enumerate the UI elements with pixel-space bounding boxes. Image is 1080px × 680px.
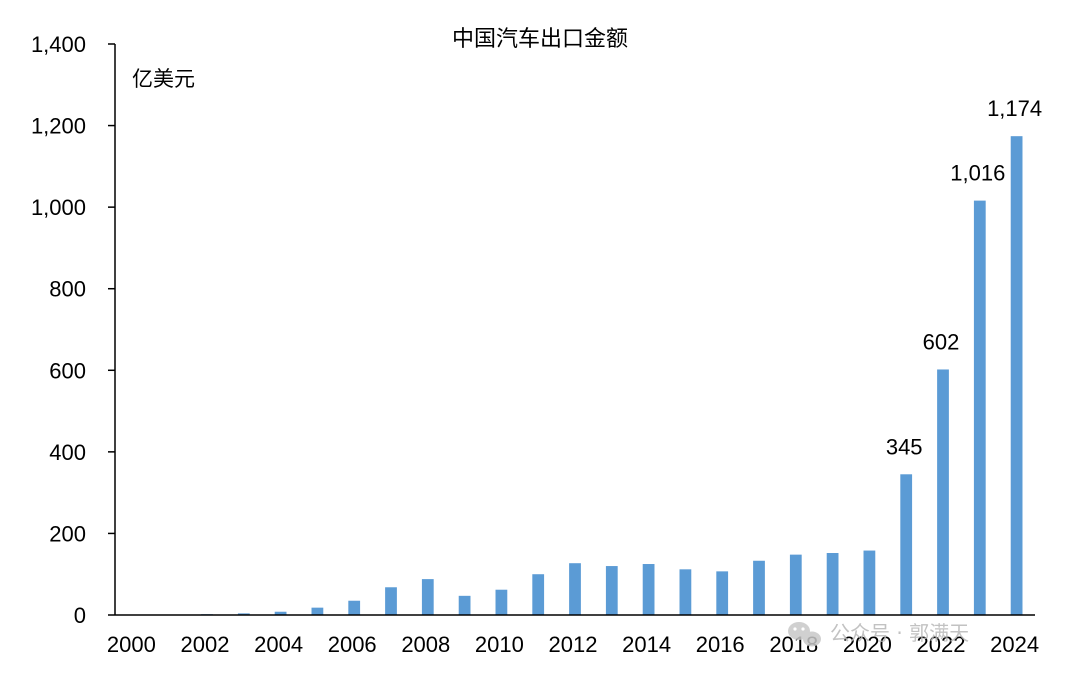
x-tick-label: 2000 [107,632,156,657]
x-tick-label: 2002 [181,632,230,657]
y-tick-label: 600 [49,358,86,383]
bar-2004 [274,611,287,615]
bar-2017 [753,560,765,615]
y-tick-label: 200 [49,521,86,546]
data-label-2023: 1,016 [950,161,1005,186]
x-tick-label: 2022 [917,632,966,657]
bar-2016 [716,571,729,615]
bar-2012 [569,563,581,615]
y-tick-label: 1,200 [31,114,86,139]
x-tick-label: 2016 [696,632,745,657]
bar-2010 [495,589,508,615]
x-tick-label: 2008 [401,632,450,657]
bar-2011 [532,574,545,615]
bar-2008 [421,579,434,615]
bar-2005 [311,607,324,615]
bar-2015 [679,569,692,615]
bar-2009 [458,595,471,615]
y-tick-label: 800 [49,277,86,302]
bar-2022 [937,369,949,615]
bar-2018 [789,554,802,615]
x-tick-label: 2006 [328,632,377,657]
bar-2003 [237,613,250,615]
x-tick-label: 2010 [475,632,524,657]
chart-title: 中国汽车出口金额 [452,27,628,52]
data-labels: 345 602 1,016 1,174 [886,96,1042,459]
x-axis-ticks: 2000 2002 2004 2006 2008 2010 2012 2014 2016 2018… [107,632,1039,657]
bar-2006 [348,600,361,615]
wechat-icon [788,622,821,647]
bar-2021 [900,474,913,615]
y-axis-ticks: 0 200 400 600 800 1,000 1,200 1,400 [31,32,115,628]
y-tick-label: 1,000 [31,195,86,220]
y-tick-label: 400 [49,440,86,465]
y-tick-label: 1,400 [31,32,86,57]
x-tick-label: 2020 [843,632,892,657]
x-tick-label: 2012 [549,632,598,657]
watermark: 公众号 · 郭满天 [788,621,969,647]
bar-2020 [863,550,876,615]
bar-2013 [605,566,618,615]
x-tick-label: 2024 [990,632,1039,657]
bars [127,136,1023,616]
data-label-2021: 345 [886,434,923,459]
x-tick-label: 2014 [622,632,671,657]
bar-2019 [826,553,839,615]
watermark-text: 公众号 · 郭满天 [830,621,969,645]
bar-2007 [385,587,397,615]
data-label-2022: 602 [923,329,960,354]
bar-2023 [973,200,986,616]
x-tick-label: 2004 [254,632,303,657]
data-label-2024: 1,174 [987,96,1042,121]
unit-label: 亿美元 [132,67,195,91]
y-tick-label: 0 [74,603,86,628]
bar-2014 [642,564,655,615]
bar-2024 [1010,136,1023,615]
